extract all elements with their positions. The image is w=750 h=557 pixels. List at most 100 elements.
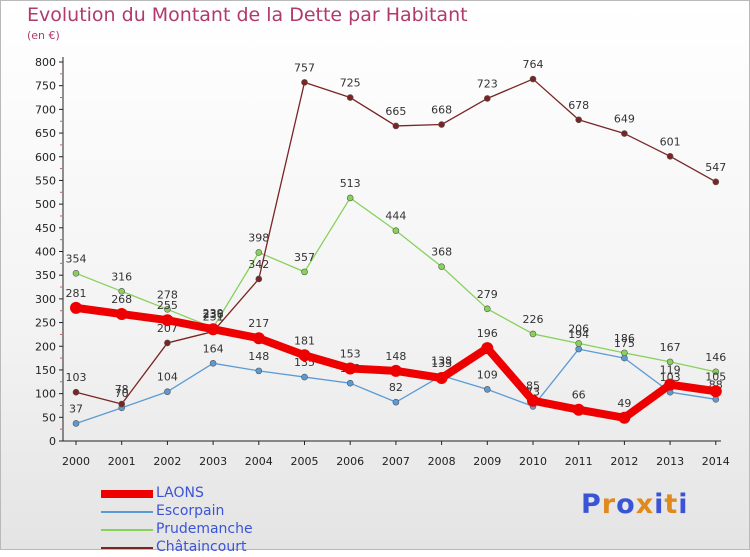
chart-subtitle: (en €) [27, 29, 60, 42]
data-label-chataincourt: 103 [66, 371, 87, 384]
data-point-escorpain [164, 388, 171, 396]
y-tick-label: 600 [35, 151, 56, 164]
y-tick-label: 700 [35, 103, 56, 116]
data-label-prudemanche: 278 [157, 288, 178, 301]
data-point-escorpain [72, 420, 80, 427]
data-point-chataincourt [483, 95, 491, 102]
data-label-laons: 105 [705, 370, 726, 383]
data-point-escorpain [301, 373, 308, 381]
data-label-laons: 119 [660, 364, 681, 377]
data-label-chataincourt: 649 [614, 113, 635, 126]
data-label-prudemanche: 316 [111, 270, 132, 283]
x-tick-label: 2010 [519, 455, 547, 468]
data-point-escorpain [392, 398, 400, 406]
data-point-chataincourt [575, 116, 583, 124]
data-label-laons: 66 [572, 389, 586, 402]
y-tick-label: 250 [35, 317, 56, 330]
data-point-escorpain [483, 386, 491, 393]
data-label-chataincourt: 725 [340, 77, 361, 90]
data-label-chataincourt: 723 [477, 77, 498, 90]
x-tick-label: 2012 [610, 455, 638, 468]
data-label-prudemanche: 444 [385, 210, 406, 223]
legend-swatch [101, 547, 153, 549]
data-label-laons: 217 [248, 317, 269, 330]
data-label-escorpain: 194 [568, 328, 589, 341]
proxiti-logo: Proxiti [581, 489, 689, 520]
data-label-chataincourt: 601 [660, 135, 681, 148]
data-label-chataincourt: 678 [568, 99, 589, 112]
data-label-chataincourt: 757 [294, 61, 315, 74]
data-point-escorpain [575, 345, 583, 353]
y-tick-label: 200 [35, 340, 56, 353]
y-tick-label: 350 [35, 269, 56, 282]
data-point-laons [572, 403, 585, 416]
data-point-laons [481, 342, 494, 355]
data-point-prudemanche [118, 287, 125, 295]
y-tick-label: 650 [35, 127, 56, 140]
x-tick-label: 2009 [473, 455, 501, 468]
data-point-laons [161, 314, 174, 327]
data-point-prudemanche [621, 349, 628, 357]
x-tick-label: 2014 [702, 455, 730, 468]
data-point-laons [389, 364, 402, 377]
data-label-laons: 181 [294, 334, 315, 347]
data-label-laons: 49 [617, 397, 631, 410]
data-label-escorpain: 37 [69, 402, 83, 415]
data-point-chataincourt [392, 122, 400, 130]
data-label-chataincourt: 668 [431, 104, 452, 117]
legend-label: LAONS [156, 485, 204, 501]
data-label-laons: 148 [385, 350, 406, 363]
data-point-prudemanche [666, 358, 674, 366]
data-label-laons: 196 [477, 327, 498, 340]
data-point-laons [435, 371, 448, 384]
x-tick-label: 2005 [291, 455, 319, 468]
data-point-laons [298, 349, 311, 362]
data-point-chataincourt [118, 400, 125, 408]
data-label-escorpain: 70 [115, 387, 129, 400]
data-point-laons [207, 323, 220, 336]
y-tick-label: 300 [35, 293, 56, 306]
data-point-escorpain [255, 367, 263, 375]
data-point-prudemanche [392, 227, 400, 234]
data-point-laons [252, 332, 265, 345]
data-point-laons [618, 411, 631, 424]
logo-letter: o [616, 489, 636, 520]
logo-letter: x [635, 489, 655, 520]
data-point-chataincourt [438, 121, 445, 128]
logo-letter: P [581, 489, 602, 520]
data-label-escorpain: 175 [614, 337, 635, 350]
data-label-escorpain: 138 [431, 355, 452, 368]
data-point-laons [115, 308, 128, 321]
data-point-chataincourt [712, 178, 720, 186]
logo-letter: i [678, 489, 689, 520]
y-tick-label: 550 [35, 174, 56, 187]
data-point-escorpain [209, 360, 217, 367]
y-tick-label: 150 [35, 364, 56, 377]
data-label-laons: 268 [111, 293, 132, 306]
data-label-escorpain: 109 [477, 368, 498, 381]
data-point-chataincourt [255, 275, 263, 283]
data-point-chataincourt [164, 339, 171, 347]
legend-swatch [101, 511, 153, 513]
legend-swatch [101, 490, 153, 498]
x-tick-label: 2001 [108, 455, 136, 468]
logo-letter: i [654, 489, 665, 520]
data-point-laons [709, 385, 722, 398]
y-tick-label: 100 [35, 388, 56, 401]
data-label-chataincourt: 231 [203, 311, 224, 324]
data-label-prudemanche: 206 [568, 322, 589, 335]
data-point-prudemanche [164, 305, 171, 313]
data-point-prudemanche [72, 269, 80, 277]
data-label-prudemanche: 146 [705, 351, 726, 364]
data-point-chataincourt [301, 79, 308, 86]
data-label-prudemanche: 354 [66, 252, 87, 265]
data-point-prudemanche [301, 268, 308, 276]
data-point-chataincourt [72, 388, 80, 396]
data-label-escorpain: 103 [660, 371, 681, 384]
x-tick-label: 2011 [565, 455, 593, 468]
data-label-laons: 255 [157, 299, 178, 312]
legend-label: Escorpain [156, 503, 225, 519]
data-point-chataincourt [666, 152, 674, 160]
y-tick-label: 750 [35, 80, 56, 93]
